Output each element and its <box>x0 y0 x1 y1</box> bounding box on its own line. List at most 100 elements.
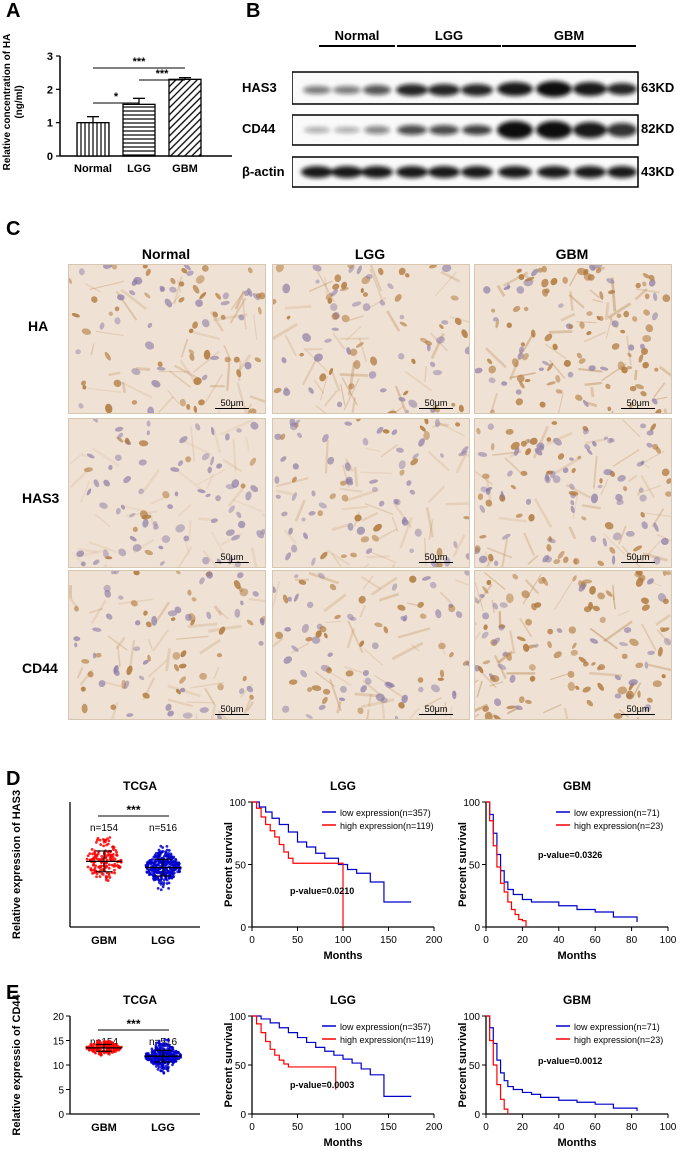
e-gbm-ytick-label: 0 <box>474 1110 480 1121</box>
panel-a-bar-lgg <box>122 103 156 157</box>
e-gbm-title: GBM <box>563 993 591 1007</box>
panel-d-has3-scatter: TCGA Relative expression of HAS3 *** n=154 G… <box>11 779 200 947</box>
e-scatter-title: TCGA <box>123 993 157 1007</box>
blot-group-lgg: LGG <box>434 28 464 43</box>
scale-bar: 50μm <box>621 398 655 409</box>
e-lgg-xtick-label: 0 <box>249 1122 255 1133</box>
e-scatter-xtick-label: GBM <box>91 1122 117 1134</box>
d-gbm-xtick-label: 80 <box>626 935 638 946</box>
d-gbm-title: GBM <box>563 779 591 793</box>
ihc-image-cd44-normal: 50μm <box>68 570 266 720</box>
e-lgg-legend-label: high expression(n=119) <box>340 1035 434 1045</box>
d-gbm-legend-label: low expression(n=71) <box>574 808 660 818</box>
blot-group-gbm: GBM <box>553 28 585 43</box>
panel-a-ylabel-line2: (ng/ml) <box>14 85 25 118</box>
d-gbm-xtick-label: 20 <box>517 935 529 946</box>
e-gbm-xtick-label: 20 <box>517 1122 529 1133</box>
d-lgg-xlabel: Months <box>323 950 362 962</box>
scale-bar: 50μm <box>215 704 249 715</box>
blot-size-cd44: 82KD <box>641 121 675 136</box>
d-scatter-xtick-label: GBM <box>91 935 117 947</box>
scale-bar: 50μm <box>621 704 655 715</box>
d-lgg-xtick-label: 0 <box>249 935 255 946</box>
scale-bar: 50μm <box>419 552 453 563</box>
e-lgg-curve-high <box>252 1015 337 1090</box>
d-lgg-title: LGG <box>330 779 356 793</box>
panel-a-bar-chart: Relative concentration of HA (ng/ml) 0 1 2… <box>2 34 232 175</box>
d-gbm-legend-label: high expression(n=23) <box>574 821 663 831</box>
ihc-col-normal: Normal <box>141 246 191 262</box>
ihc-row-ha: HA <box>28 318 49 334</box>
d-scatter-dots-lgg <box>144 844 182 892</box>
e-lgg-xtick-label: 200 <box>426 1122 443 1133</box>
panel-a-xtick-label: Normal <box>74 163 112 175</box>
e-lgg-xlabel: Months <box>323 1137 362 1149</box>
e-lgg-ylabel: Percent survival <box>223 1023 235 1108</box>
e-gbm-curve-high <box>486 1015 509 1114</box>
e-gbm-xtick-label: 60 <box>590 1122 602 1133</box>
e-scatter-ytick-label: 0 <box>58 1110 64 1121</box>
panel-e-gbm-survival: GBM Percent survival 0 50 100 0 20 40 60 80 100 Mon… <box>457 993 677 1149</box>
ihc-row-has3: HAS3 <box>22 490 60 506</box>
panel-a-sig-label: *** <box>156 68 170 80</box>
ihc-image-ha-gbm: 50μm <box>474 264 672 414</box>
d-gbm-pvalue: p-value=0.0326 <box>538 850 602 860</box>
e-scatter-ylabel: Relative expressio of CD44 <box>11 994 23 1136</box>
d-lgg-xtick-label: 150 <box>380 935 397 946</box>
d-lgg-curve-low <box>252 801 412 903</box>
panel-d-lgg-survival: LGG Percent survival 0 50 100 0 50 100 150 200 Mon… <box>223 779 443 962</box>
d-scatter-n-label: n=154 <box>90 823 119 834</box>
d-gbm-xtick-label: 60 <box>590 935 602 946</box>
d-lgg-legend-label: high expression(n=119) <box>340 821 434 831</box>
scale-bar: 50μm <box>419 704 453 715</box>
d-scatter-sig-label: *** <box>126 803 140 817</box>
blot-image <box>292 71 639 188</box>
d-scatter-title: TCGA <box>123 779 157 793</box>
panel-b-western-blot: Normal LGG GBM HAS3 CD44 β-actin 63KD 82… <box>240 28 685 188</box>
blot-row-label-cd44: CD44 <box>242 121 276 136</box>
blot-row-label-actin: β-actin <box>242 164 285 179</box>
panel-a-ytick-label: 2 <box>47 84 53 96</box>
panel-a-ytick-label: 0 <box>47 151 53 163</box>
scale-bar: 50μm <box>419 398 453 409</box>
ihc-image-ha-lgg: 50μm <box>272 264 470 414</box>
d-lgg-ytick-label: 100 <box>229 798 246 809</box>
blot-group-line-lgg <box>397 45 501 47</box>
d-lgg-ytick-label: 0 <box>240 923 246 934</box>
d-scatter-xtick-label: LGG <box>151 935 175 947</box>
e-lgg-title: LGG <box>330 993 356 1007</box>
blot-row-label-has3: HAS3 <box>242 80 277 95</box>
d-lgg-ytick-label: 50 <box>235 861 247 872</box>
d-gbm-ytick-label: 100 <box>463 798 480 809</box>
blot-group-line-gbm <box>502 45 636 47</box>
e-lgg-ytick-label: 50 <box>235 1061 247 1072</box>
d-gbm-xlabel: Months <box>557 950 596 962</box>
d-gbm-ytick-label: 50 <box>469 861 481 872</box>
blot-group-normal: Normal <box>334 28 380 43</box>
e-gbm-xtick-label: 40 <box>553 1122 565 1133</box>
panel-e-cd44-scatter: TCGA Relative expressio of CD44 0 5 10 15 20 **… <box>11 993 200 1136</box>
e-scatter-ytick-label: 15 <box>53 1037 65 1048</box>
d-lgg-xtick-label: 200 <box>426 935 443 946</box>
e-lgg-xtick-label: 150 <box>380 1122 397 1133</box>
panel-a-xtick-label: GBM <box>172 163 198 175</box>
blot-group-line-normal <box>319 45 395 47</box>
scale-bar: 50μm <box>621 552 655 563</box>
e-lgg-ytick-label: 100 <box>229 1012 246 1023</box>
d-scatter-ylabel: Relative expression of HAS3 <box>11 790 23 939</box>
e-gbm-ylabel: Percent survival <box>457 1023 469 1108</box>
d-lgg-xtick-label: 50 <box>292 935 304 946</box>
d-lgg-curve-high <box>252 801 344 927</box>
panel-a-ylabel-line1: Relative concentration of HA <box>2 34 13 171</box>
ihc-image-cd44-gbm: 50μm <box>474 570 672 720</box>
d-gbm-xtick-label: 40 <box>553 935 565 946</box>
e-scatter-ytick-label: 5 <box>58 1086 64 1097</box>
e-scatter-ytick-label: 20 <box>53 1012 65 1023</box>
e-gbm-xtick-label: 0 <box>483 1122 489 1133</box>
e-lgg-pvalue: p-value=0.0003 <box>290 1080 354 1090</box>
e-gbm-curve-low <box>486 1015 638 1112</box>
ihc-col-lgg: LGG <box>354 246 386 262</box>
scale-bar: 50μm <box>215 398 249 409</box>
panel-a-ytick-label: 1 <box>47 118 53 130</box>
ihc-image-has3-gbm: 50μm <box>474 418 672 568</box>
